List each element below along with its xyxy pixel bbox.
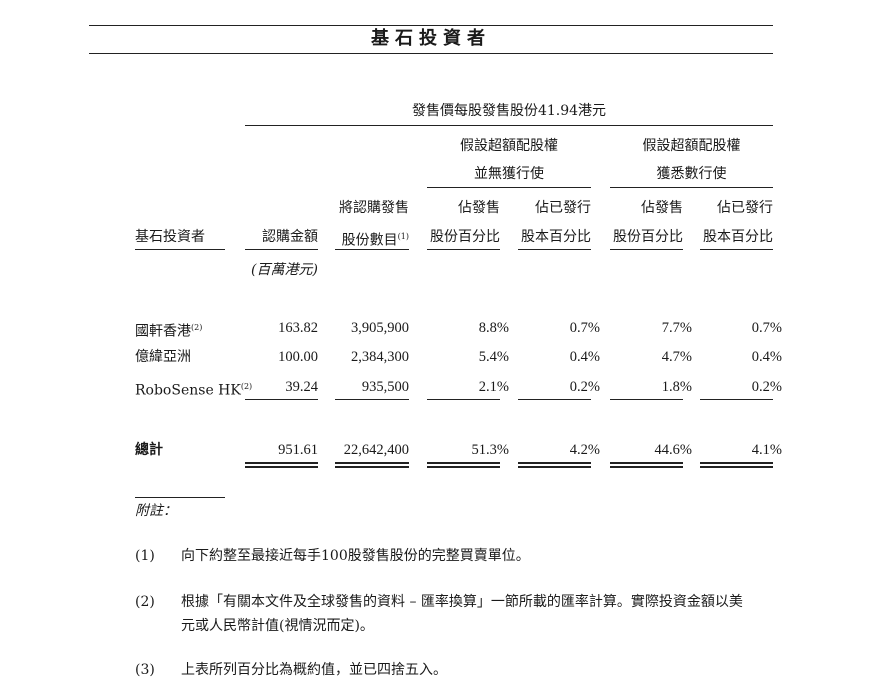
col-rule-offer-pct-no: [427, 249, 500, 250]
total-amount: 951.61: [278, 442, 318, 458]
investor-name-text: RoboSense HK: [135, 382, 241, 399]
cell-issued-pct-no: 0.4%: [569, 349, 600, 365]
total-label: 總計: [135, 442, 163, 458]
subtotal-rule: [245, 399, 318, 400]
title-bottom-rule: [89, 53, 773, 54]
total-issued-pct-no: 4.2%: [569, 442, 600, 458]
group-full-exercise-rule: [610, 187, 773, 188]
cell-issued-pct-full: 0.7%: [751, 320, 782, 336]
total-double-rule-bottom: [700, 466, 773, 468]
title-top-rule: [89, 25, 773, 26]
group-no-exercise-rule: [427, 187, 591, 188]
col-header-shares-line2: 股份數目(1): [335, 228, 409, 250]
total-issued-pct-full: 4.1%: [751, 442, 782, 458]
total-offer-pct-full: 44.6%: [654, 442, 692, 458]
total-double-rule-top: [245, 462, 318, 464]
col-header-amount: 認購金額: [262, 229, 318, 245]
col-header-issued-pct-no-line1: 佔已發行: [535, 200, 591, 216]
col-rule-amount: [245, 249, 318, 250]
total-shares: 22,642,400: [343, 442, 409, 458]
subtotal-rule: [335, 399, 409, 400]
subtotal-rule: [700, 399, 773, 400]
total-double-rule-bottom: [245, 466, 318, 468]
section-title: 基石投資者: [371, 28, 491, 49]
cell-offer-pct-no: 5.4%: [478, 349, 509, 365]
group-no-exercise-line1: 假設超額配股權: [460, 138, 558, 154]
cell-shares: 935,500: [361, 379, 409, 395]
cell-offer-pct-no: 2.1%: [478, 379, 509, 395]
total-double-rule-top: [700, 462, 773, 464]
cell-offer-pct-no: 8.8%: [478, 320, 509, 336]
cell-shares: 2,384,300: [351, 349, 409, 365]
footnote-ref: (2): [191, 323, 203, 332]
cell-offer-pct-full: 1.8%: [661, 379, 692, 395]
subtotal-rule: [518, 399, 591, 400]
cell-offer-pct-full: 4.7%: [661, 349, 692, 365]
cell-issued-pct-full: 0.2%: [751, 379, 782, 395]
col-rule-shares: [335, 249, 409, 250]
footnote-ref: (2): [240, 382, 253, 391]
price-header-rule: [245, 125, 773, 126]
total-double-rule-bottom: [518, 466, 591, 468]
col-header-offer-pct-full-line2: 股份百分比: [613, 229, 683, 245]
price-header: 發售價每股發售股份41.94港元: [411, 103, 607, 119]
col-header-shares-line1: 將認購發售: [339, 200, 409, 216]
cell-issued-pct-full: 0.4%: [751, 349, 782, 365]
cell-shares: 3,905,900: [351, 320, 409, 336]
subtotal-rule: [610, 399, 683, 400]
subtotal-rule: [427, 399, 500, 400]
col-header-investor: 基石投資者: [135, 229, 205, 245]
note-3-text: 上表所列百分比為概約值，並已四捨五入。: [181, 662, 447, 678]
group-full-exercise-line1: 假設超額配股權: [642, 138, 741, 154]
total-double-rule-top: [610, 462, 683, 464]
note-2-text-line2: 元或人民幣計值(視情況而定)。: [181, 618, 374, 634]
note-1-text: 向下約整至最接近每手100股發售股份的完整買賣單位。: [181, 548, 530, 564]
col-rule-offer-pct-full: [610, 249, 683, 250]
cell-issued-pct-no: 0.2%: [569, 379, 600, 395]
investor-name-text: 億緯亞洲: [135, 349, 191, 365]
col-header-offer-pct-no-line1: 佔發售: [458, 200, 500, 216]
col-rule-investor: [135, 249, 225, 250]
note-2-marker: (2): [135, 594, 155, 610]
col-header-offer-pct-no-line2: 股份百分比: [430, 229, 500, 245]
investor-name: 國軒香港(2): [135, 319, 202, 341]
col-header-offer-pct-full-line1: 佔發售: [641, 200, 683, 216]
col-rule-issued-pct-full: [700, 249, 773, 250]
col-header-shares-text: 股份數目: [341, 232, 398, 249]
investor-name: 億緯亞洲: [135, 348, 191, 366]
notes-rule: [135, 497, 225, 498]
col-header-issued-pct-full-line2: 股本百分比: [703, 229, 773, 245]
notes-heading: 附註：: [135, 503, 177, 519]
note-2-text-line1: 根據「有關本文件及全球發售的資料 – 匯率換算」一節所載的匯率計算。實際投資金額…: [181, 594, 743, 610]
col-rule-issued-pct-no: [518, 249, 591, 250]
total-double-rule-bottom: [427, 466, 500, 468]
group-no-exercise-line2: 並無獲行使: [474, 166, 544, 182]
unit-label: (百萬港元): [251, 262, 318, 278]
total-double-rule-top: [518, 462, 591, 464]
investor-name: RoboSense HK(2): [135, 378, 252, 400]
total-double-rule-top: [427, 462, 500, 464]
note-3-marker: (3): [135, 662, 155, 678]
cell-offer-pct-full: 7.7%: [661, 320, 692, 336]
cell-amount: 100.00: [278, 349, 318, 365]
total-double-rule-bottom: [610, 466, 683, 468]
cell-issued-pct-no: 0.7%: [569, 320, 600, 336]
col-header-issued-pct-no-line2: 股本百分比: [521, 229, 591, 245]
note-1-marker: (1): [135, 548, 155, 564]
total-double-rule-top: [335, 462, 409, 464]
cell-amount: 39.24: [285, 379, 318, 395]
cell-amount: 163.82: [278, 320, 318, 336]
col-header-issued-pct-full-line1: 佔已發行: [717, 200, 773, 216]
total-double-rule-bottom: [335, 466, 409, 468]
investor-name-text: 國軒香港: [135, 323, 191, 340]
footnote-ref: (1): [397, 232, 409, 241]
group-full-exercise-line2: 獲悉數行使: [656, 166, 727, 182]
total-offer-pct-no: 51.3%: [471, 442, 509, 458]
